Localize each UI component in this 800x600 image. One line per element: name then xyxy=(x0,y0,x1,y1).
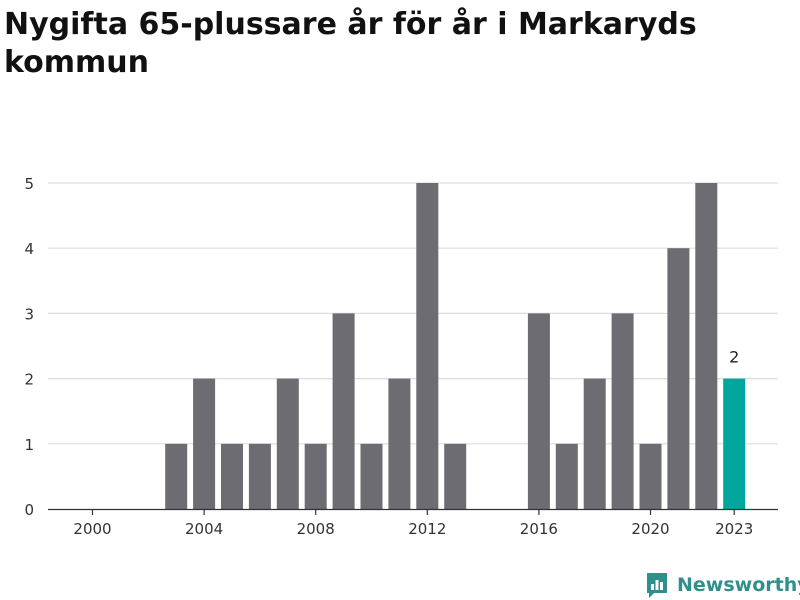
chart-title: Nygifta 65-plussare år för år i Markaryd… xyxy=(4,7,697,80)
y-tick-label: 3 xyxy=(24,305,34,323)
x-tick-label: 2004 xyxy=(185,520,223,538)
data-labels: 2 xyxy=(729,348,739,367)
bar-2006 xyxy=(248,443,271,509)
bar-2004 xyxy=(193,378,216,509)
bar-2007 xyxy=(276,378,299,509)
x-tick-label: 2012 xyxy=(408,520,446,538)
bar-2021 xyxy=(667,248,690,509)
bar-2010 xyxy=(360,443,383,509)
x-tick-label: 2008 xyxy=(297,520,335,538)
brand-logo: Newsworthy xyxy=(645,570,800,600)
newsworthy-icon xyxy=(647,573,667,598)
x-axis: 2000 2004 2008 2012 2016 2020 2023 xyxy=(48,508,778,538)
bars xyxy=(165,183,746,509)
bar-2020 xyxy=(639,443,662,509)
y-tick-label: 4 xyxy=(24,240,34,258)
x-tick-label: 2016 xyxy=(520,520,558,538)
bar-2008 xyxy=(304,443,327,509)
bar-2017 xyxy=(555,443,578,509)
brand-name: Newsworthy xyxy=(677,574,800,596)
bar-2009 xyxy=(332,313,355,509)
bar-2012 xyxy=(416,183,439,509)
x-tick-label: 2000 xyxy=(73,520,111,538)
x-tick-label: 2020 xyxy=(631,520,669,538)
y-tick-label: 5 xyxy=(24,175,34,193)
y-tick-label: 0 xyxy=(24,501,34,519)
bar-2013 xyxy=(444,443,467,509)
y-tick-label: 2 xyxy=(24,371,34,389)
y-tick-label: 1 xyxy=(24,436,34,454)
data-label-2023: 2 xyxy=(729,348,739,367)
x-tick-label: 2023 xyxy=(715,520,753,538)
bar-2005 xyxy=(221,443,243,509)
bar-2023 xyxy=(723,378,746,509)
bar-2022 xyxy=(695,183,718,509)
bar-2019 xyxy=(611,313,634,509)
y-axis: 0 1 2 3 4 5 xyxy=(24,175,34,519)
bar-2016 xyxy=(527,313,550,509)
bar-2003 xyxy=(165,443,188,509)
bar-2018 xyxy=(583,378,606,509)
bar-2011 xyxy=(388,378,411,509)
